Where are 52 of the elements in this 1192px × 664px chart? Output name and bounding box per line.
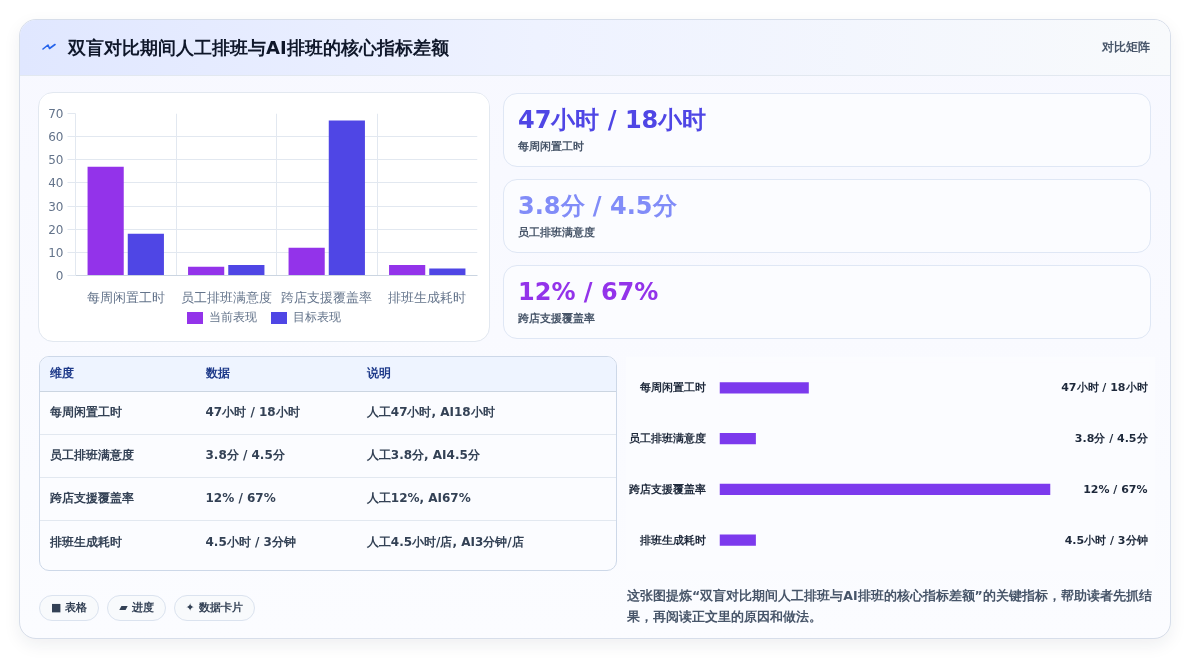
text: 人工47小时, AI18小时 xyxy=(356,392,616,435)
legend-label: 当前表现 xyxy=(209,309,257,326)
y-tick-label: 30 xyxy=(48,199,64,214)
y-tick-label: 员工排班满意度 xyxy=(628,432,706,446)
legend-label: 目标表现 xyxy=(293,309,341,326)
y-tick-label: 跨店支援覆盖率 xyxy=(627,482,706,496)
bar xyxy=(127,233,164,276)
text: 这张图提炼“双盲对比期间人工排班与AI排班的核心指标差额”的关键指标，帮助读者先抓结果，再阅读正文里的原因和做法。 xyxy=(627,587,1153,626)
text: 员工排班满意度 xyxy=(518,225,596,241)
y-tick-label: 50 xyxy=(48,153,64,168)
category-label: 12% / 67% xyxy=(518,277,660,307)
x-tick-label: 每周闲置工时 xyxy=(86,289,165,305)
text: 12% / 67% xyxy=(1083,482,1148,496)
text: 12% / 67% xyxy=(195,478,357,521)
bar xyxy=(87,166,124,276)
x-tick-label: 员工排班满意度 xyxy=(180,289,272,305)
bar xyxy=(328,120,365,276)
category-label: 数据 xyxy=(195,357,357,392)
text: 每周闲置工时 xyxy=(518,139,585,155)
text: 人工12%, AI67% xyxy=(356,478,616,521)
text: 双盲对比期间人工排班与AI排班的核心指标差额 xyxy=(68,35,449,60)
text: ■ 表格 xyxy=(39,595,100,621)
category-label: 47小时 / 18小时 xyxy=(518,105,708,135)
text: 3.8分 / 4.5分 xyxy=(195,435,357,478)
text: 对比矩阵 xyxy=(1102,38,1150,56)
bar xyxy=(188,266,225,276)
text: 47小时 / 18小时 xyxy=(195,392,357,435)
category-label: 说明 xyxy=(356,357,616,392)
y-tick-label: 0 xyxy=(55,269,64,283)
text: ✦ 数据卡片 xyxy=(173,595,255,621)
y-tick-label: 60 xyxy=(48,130,64,145)
y-tick-label: 10 xyxy=(48,245,64,260)
y-tick-label: 每周闲置工时 xyxy=(638,381,706,395)
text: ▰ 进度 xyxy=(107,595,166,621)
x-tick-label: 跨店支援覆盖率 xyxy=(281,289,373,305)
text: 47小时 / 18小时 xyxy=(1061,381,1148,395)
y-tick-label: 40 xyxy=(48,176,64,191)
text: 跨店支援覆盖率 xyxy=(518,311,596,327)
category-label: 维度 xyxy=(40,357,196,392)
y-tick-label: 排班生成耗时 xyxy=(638,533,706,547)
text: 4.5小时 / 3分钟 xyxy=(204,533,297,551)
y-tick-label: 20 xyxy=(48,222,64,237)
text: 人工3.8分, AI4.5分 xyxy=(356,435,616,478)
bar xyxy=(228,265,265,276)
category-label: 3.8分 / 4.5分 xyxy=(518,191,678,221)
x-tick-label: 排班生成耗时 xyxy=(388,289,467,305)
y-tick-label: 70 xyxy=(48,107,64,121)
text: 4.5小时 / 3分钟 xyxy=(1064,533,1148,547)
text: 3.8分 / 4.5分 xyxy=(1074,432,1149,446)
bar xyxy=(288,247,325,276)
text: 人工4.5小时/店, AI3分钟/店 xyxy=(365,533,525,551)
bar xyxy=(389,265,426,276)
